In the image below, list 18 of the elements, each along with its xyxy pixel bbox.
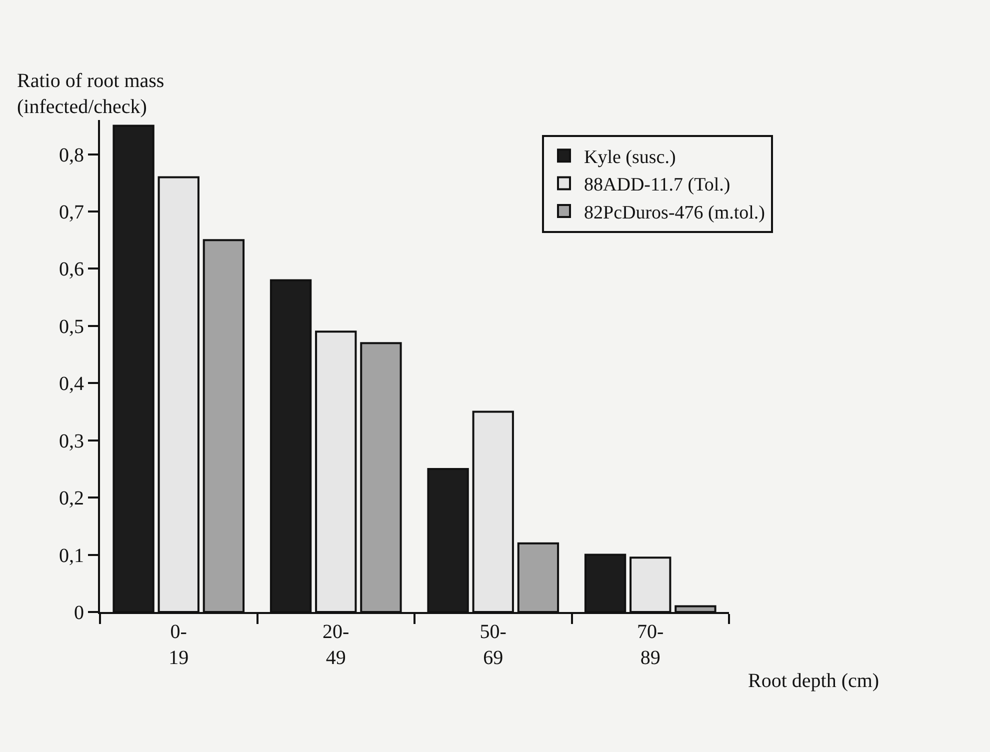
x-tick-label: 0- 19: [168, 621, 189, 669]
y-tick-label: 0,8: [59, 144, 84, 166]
x-tick-label: 50- 69: [480, 621, 506, 669]
legend-label: 88ADD-11.7 (Tol.): [584, 174, 730, 196]
y-tick-label: 0,6: [59, 258, 84, 281]
y-tick-label: 0,3: [59, 430, 84, 452]
y-tick-label: 0,2: [59, 488, 84, 510]
x-tick-label: 70- 89: [637, 621, 664, 669]
y-tick-label: 0,1: [59, 544, 84, 567]
y-tick-label: 0,5: [59, 316, 84, 338]
y-axis-title: Ratio of root mass (infected/check): [17, 70, 164, 118]
x-tick-label: 20- 49: [322, 621, 350, 669]
y-tick-label: 0,7: [59, 202, 84, 224]
y-tick-label: 0: [74, 602, 84, 624]
x-axis-title: Root depth (cm): [748, 670, 880, 692]
legend-label: Kyle (susc.): [584, 147, 676, 168]
legend-label: 82PcDuros-476 (m.tol.): [584, 202, 766, 224]
y-tick-label: 0,4: [59, 373, 84, 396]
